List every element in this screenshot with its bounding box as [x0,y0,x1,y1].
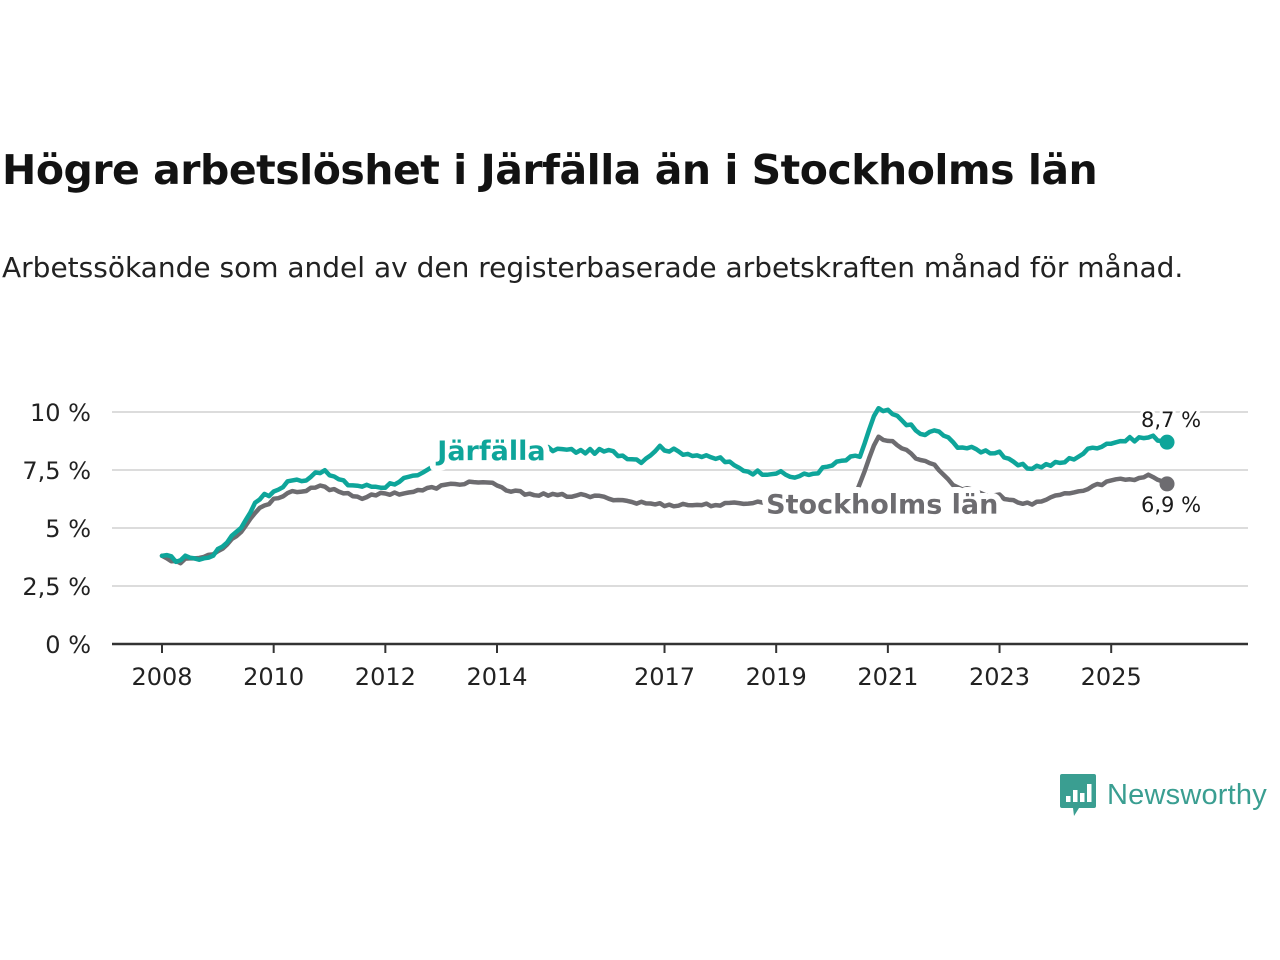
series-lines [159,405,1175,566]
series-name-label: Järfälla [435,436,545,467]
x-tick-label: 2021 [857,663,918,691]
brand-name: Newsworthy [1107,778,1267,811]
series-end-point [1159,476,1175,492]
series-end-point [1159,434,1175,450]
y-tick-label: 10 % [30,399,91,427]
series-labels: 6,9 % Stockholms län 8,7 % Järfälla [429,405,1204,526]
line-chart: 0 % 2,5 % 5 % 7,5 % 10 % 2008 2010 2012 2014 201… [22,399,1248,691]
x-tick-label: 2012 [355,663,416,691]
gridlines [112,411,1248,646]
series-name-label: Stockholms län [766,489,998,520]
y-axis-ticks: 0 % 2,5 % 5 % 7,5 % 10 % [22,399,91,659]
x-tick-label: 2023 [969,663,1030,691]
y-tick-label: 5 % [45,515,91,543]
newsworthy-logo: Newsworthy [1059,772,1267,818]
x-tick-label: 2019 [746,663,807,691]
x-tick-label: 2010 [243,663,304,691]
y-tick-label: 2,5 % [22,573,91,601]
x-tick-label: 2008 [131,663,192,691]
x-tick-label: 2025 [1081,663,1142,691]
y-tick-label: 0 % [45,631,91,659]
series-line-jarfalla [159,405,1170,565]
series-end-label: 6,9 % [1141,493,1201,517]
x-tick-label: 2014 [466,663,527,691]
x-axis-ticks: 2008 2010 2012 2014 2017 2019 2021 2023 2025 [131,644,1142,691]
chart-title: Högre arbetslöshet i Järfälla än i Stock… [2,146,1098,194]
series-line-stockholm [159,434,1170,566]
bar-chart-speech-bubble-icon [1060,774,1096,816]
x-tick-label: 2017 [634,663,695,691]
y-tick-label: 7,5 % [22,457,91,485]
chart-subtitle: Arbetssökande som andel av den registerb… [2,251,1184,284]
series-end-label: 8,7 % [1141,408,1201,432]
